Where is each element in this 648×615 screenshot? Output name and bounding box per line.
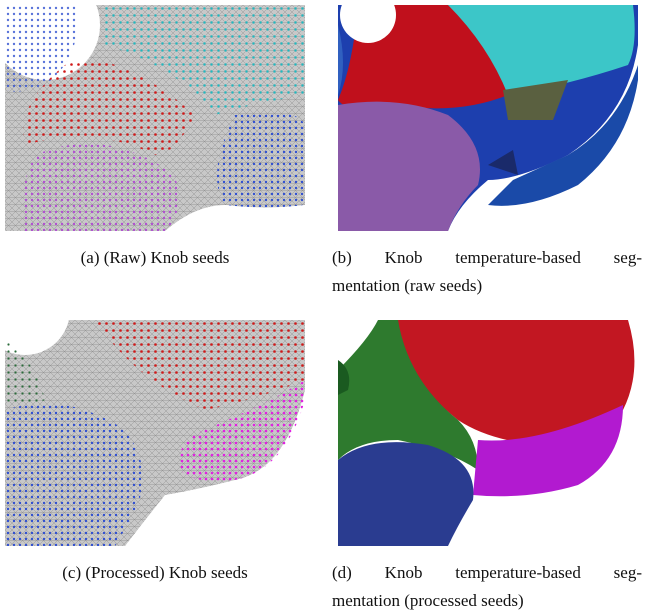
figure-image [5,320,305,546]
caption-label: (d) [332,563,352,582]
caption-label: (a) [81,248,100,267]
figure-image [338,5,638,231]
caption-text: Knob temperature-based seg- [385,248,642,267]
figure-image [5,5,305,231]
caption-text: (Raw) Knob seeds [104,248,230,267]
caption: (c) (Processed) Knob seeds [5,559,305,587]
caption-text: Knob temperature-based seg- [385,563,642,582]
caption-label: (b) [332,248,352,267]
caption: (a) (Raw) Knob seeds [5,244,305,272]
caption-text: mentation (raw seeds) [332,272,642,300]
caption-label: (c) [62,563,81,582]
caption-text: (Processed) Knob seeds [85,563,247,582]
caption: (b) Knob temperature-based seg-mentation… [332,244,642,300]
figure-image [338,320,638,546]
page: (a) (Raw) Knob seeds (b) Knob temperatur… [0,0,648,612]
caption: (d) Knob temperature-based seg-mentation… [332,559,642,615]
caption-text: mentation (processed seeds) [332,587,642,615]
